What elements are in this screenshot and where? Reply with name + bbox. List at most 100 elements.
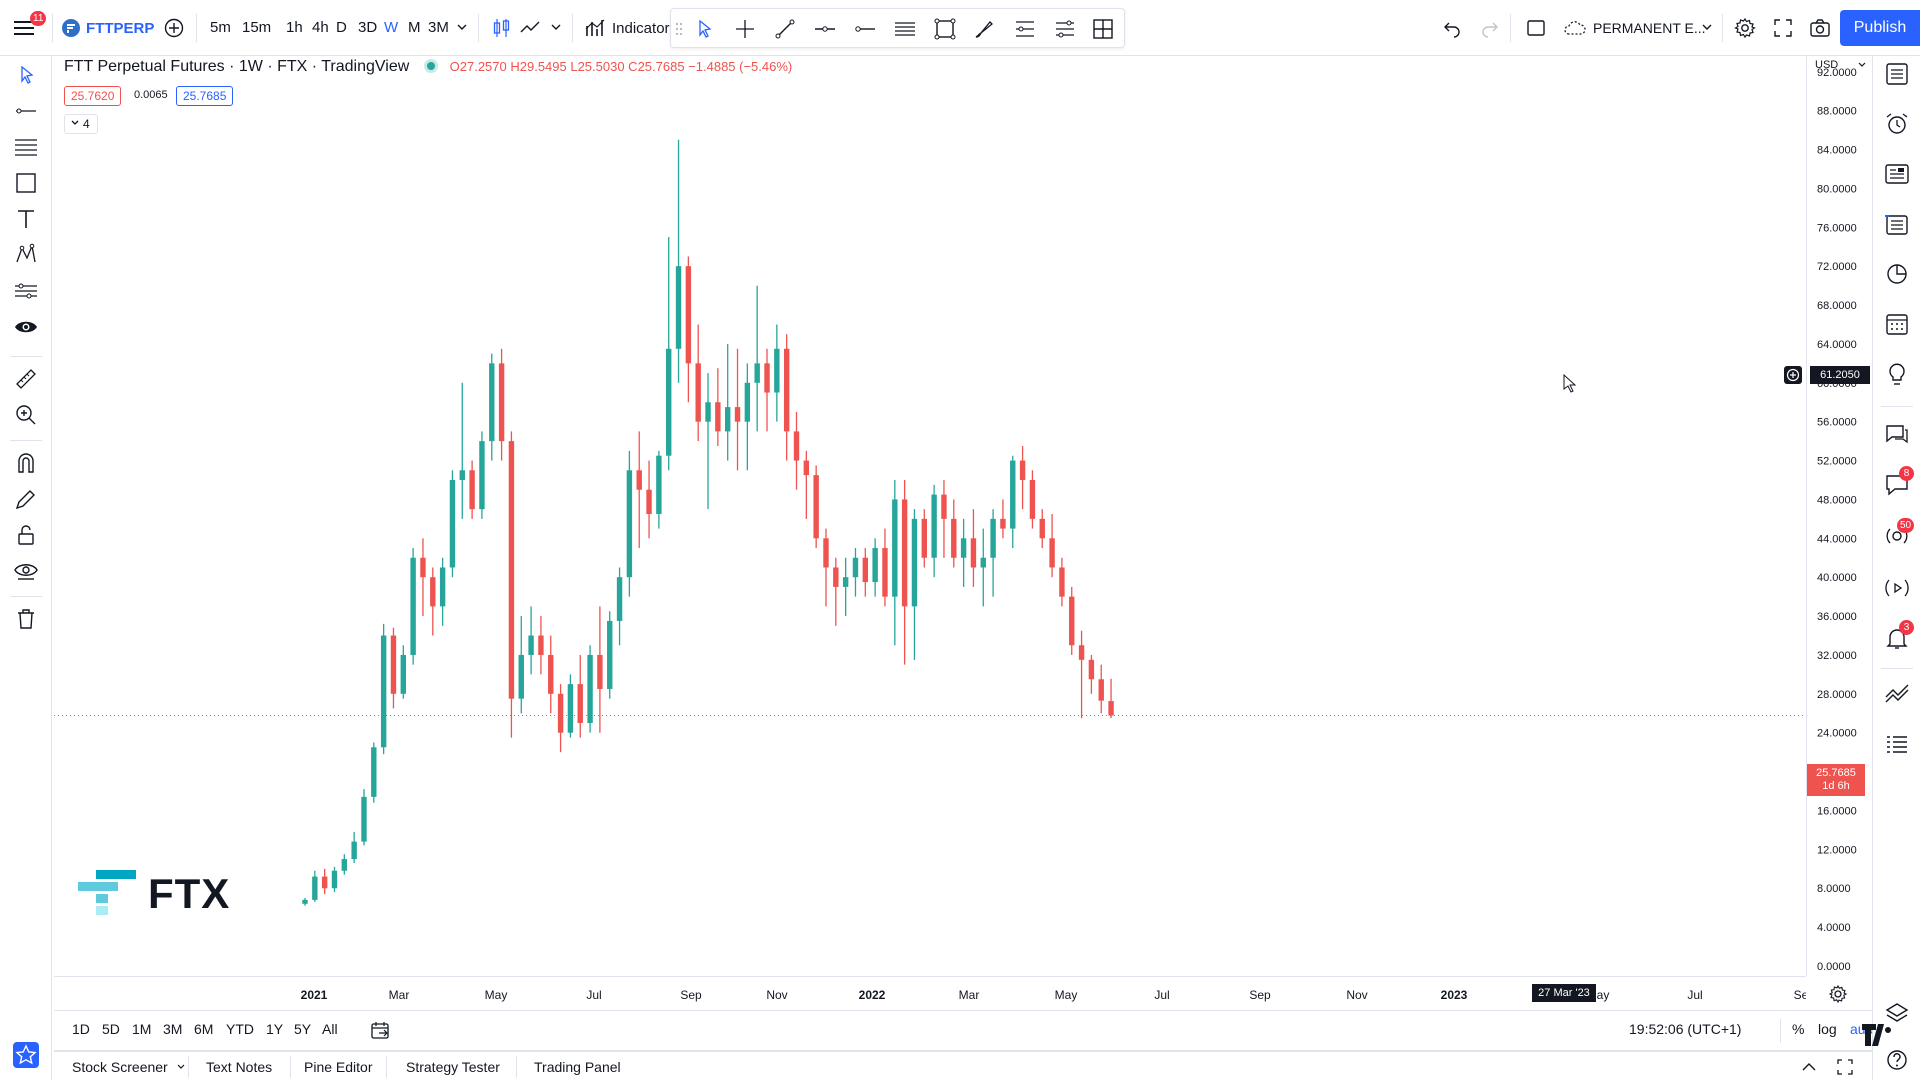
interval-1h[interactable]: 1h xyxy=(286,19,303,36)
crosshair-tool-button[interactable] xyxy=(733,17,757,41)
percent-toggle[interactable]: % xyxy=(1792,1021,1805,1037)
interval-d[interactable]: D xyxy=(336,19,347,36)
tradingview-logo[interactable] xyxy=(1860,1020,1896,1050)
trend-line-tool-button[interactable] xyxy=(773,17,797,41)
redo-button[interactable] xyxy=(1478,16,1502,40)
range-1m[interactable]: 1M xyxy=(132,1021,152,1037)
interval-m[interactable]: M xyxy=(408,19,421,36)
indicators-toggle[interactable]: 4 xyxy=(64,114,98,134)
ray-tool-button[interactable] xyxy=(853,17,877,41)
interval-5m[interactable]: 5m xyxy=(210,19,231,36)
tab-trading-panel[interactable]: Trading Panel xyxy=(534,1059,621,1075)
lock-drawings-tool[interactable] xyxy=(13,522,39,548)
log-toggle[interactable]: log xyxy=(1818,1021,1837,1037)
settings-button[interactable] xyxy=(1733,16,1757,40)
time-scale[interactable]: 2021 Mar May Jul Sep Nov 2022 Mar May Jul Sep Nov 20… xyxy=(54,976,1809,1010)
interval-3d[interactable]: 3D xyxy=(358,19,378,36)
interval-4h[interactable]: 4h xyxy=(312,19,329,36)
alerts-manager-button[interactable] xyxy=(1883,110,1911,138)
chart-pane[interactable] xyxy=(54,56,1806,976)
horizontal-ray-tool-button[interactable] xyxy=(813,17,837,41)
chart-type-button[interactable] xyxy=(490,16,514,40)
drag-handle[interactable] xyxy=(675,21,683,37)
scale-settings-button[interactable] xyxy=(1826,982,1850,1006)
hide-drawings-tool[interactable] xyxy=(13,314,39,340)
cursor-tool-button[interactable] xyxy=(693,17,717,41)
interval-15m[interactable]: 15m xyxy=(242,19,272,36)
brush-tool-button[interactable] xyxy=(973,17,997,41)
measure-tool-button[interactable] xyxy=(1091,17,1115,41)
economic-calendar-button[interactable] xyxy=(1883,310,1911,338)
symbol-search-button[interactable]: FTTPERP xyxy=(62,15,154,41)
ideas-button[interactable] xyxy=(1883,360,1911,388)
interval-w[interactable]: W xyxy=(384,19,399,36)
broadcast-button[interactable] xyxy=(1883,574,1911,602)
line-chart-button[interactable] xyxy=(518,16,542,40)
favorites-button[interactable] xyxy=(13,1042,39,1068)
compare-symbol-button[interactable] xyxy=(162,16,186,40)
tab-text-notes[interactable]: Text Notes xyxy=(206,1059,273,1075)
help-button[interactable] xyxy=(1883,1046,1911,1074)
range-ytd[interactable]: YTD xyxy=(226,1021,254,1037)
zoom-in-tool[interactable] xyxy=(13,402,39,428)
measure-tool[interactable] xyxy=(13,366,39,392)
public-chats-button[interactable] xyxy=(1883,420,1911,448)
watchlist-button[interactable] xyxy=(1883,60,1911,88)
undo-button[interactable] xyxy=(1440,16,1464,40)
streams-button[interactable]: 50 xyxy=(1883,518,1915,550)
range-5d[interactable]: 5D xyxy=(102,1021,120,1037)
range-1y[interactable]: 1Y xyxy=(266,1021,284,1037)
magnet-tool[interactable] xyxy=(13,450,39,476)
remove-drawings-tool[interactable] xyxy=(13,606,39,632)
tab-strategy-tester[interactable]: Strategy Tester xyxy=(406,1059,500,1075)
save-layout-button[interactable]: PERMANENT E... xyxy=(1562,15,1706,41)
text-tool[interactable] xyxy=(13,206,39,232)
snapshot-button[interactable] xyxy=(1808,16,1832,40)
dom-button[interactable] xyxy=(1883,730,1911,758)
range-3m[interactable]: 3M xyxy=(163,1021,183,1037)
notifications-button[interactable]: 3 xyxy=(1883,620,1914,652)
range-5y[interactable]: 5Y xyxy=(294,1021,312,1037)
menu-button[interactable]: 11 xyxy=(12,11,47,39)
interval-3m[interactable]: 3M xyxy=(428,19,449,36)
stay-in-drawing-mode-tool[interactable] xyxy=(13,486,39,512)
shapes-tool[interactable] xyxy=(13,170,39,196)
fullscreen-button[interactable] xyxy=(1771,16,1795,40)
tab-pine-editor[interactable]: Pine Editor xyxy=(304,1059,373,1075)
fib-tool-button[interactable] xyxy=(1013,17,1037,41)
patterns-tool[interactable] xyxy=(13,242,39,268)
price-scale[interactable]: USD 0.00004.00008.000012.000016.000020.0… xyxy=(1806,56,1872,976)
object-tree-button[interactable] xyxy=(1883,1000,1911,1028)
symbol-title[interactable]: FTT Perpetual Futures · 1W · FTX · Tradi… xyxy=(64,58,410,75)
range-all[interactable]: All xyxy=(322,1021,338,1037)
trading-button[interactable] xyxy=(1883,680,1911,708)
clock-timezone[interactable]: 19:52:06 (UTC+1) xyxy=(1629,1021,1742,1037)
cursor-tool[interactable] xyxy=(13,62,39,88)
currency-selector[interactable]: USD xyxy=(1815,56,1869,74)
range-1d[interactable]: 1D xyxy=(72,1021,90,1037)
private-chats-button[interactable]: 8 xyxy=(1883,466,1914,498)
layout-select-button[interactable] xyxy=(1524,16,1548,40)
buy-price-button[interactable]: 25.7685 xyxy=(176,86,234,106)
parallel-channel-tool-button[interactable] xyxy=(893,17,917,41)
hide-all-tool[interactable] xyxy=(13,558,39,584)
chart-type-dropdown[interactable] xyxy=(549,20,563,34)
sell-price-button[interactable]: 25.7620 xyxy=(64,86,122,106)
rectangle-tool-button[interactable] xyxy=(933,17,957,41)
maximize-panel-button[interactable] xyxy=(1836,1058,1854,1076)
layout-dropdown[interactable] xyxy=(1700,20,1714,34)
fib-tool[interactable] xyxy=(13,134,39,160)
indicators-button[interactable]: Indicators xyxy=(584,15,677,41)
go-to-date-button[interactable] xyxy=(370,1020,392,1042)
calendar-button[interactable] xyxy=(1883,260,1911,288)
collapse-panel-button[interactable] xyxy=(1800,1058,1818,1076)
tab-stock-screener[interactable]: Stock Screener xyxy=(72,1059,186,1075)
publish-button[interactable]: Publish xyxy=(1840,10,1920,46)
hotlists-button[interactable] xyxy=(1883,210,1911,238)
interval-dropdown-button[interactable] xyxy=(455,20,469,34)
add-alert-button[interactable] xyxy=(1784,366,1802,384)
pattern-tool-button[interactable] xyxy=(1053,17,1077,41)
data-window-button[interactable] xyxy=(1883,160,1911,188)
trend-line-tool[interactable] xyxy=(13,98,39,124)
range-6m[interactable]: 6M xyxy=(194,1021,214,1037)
